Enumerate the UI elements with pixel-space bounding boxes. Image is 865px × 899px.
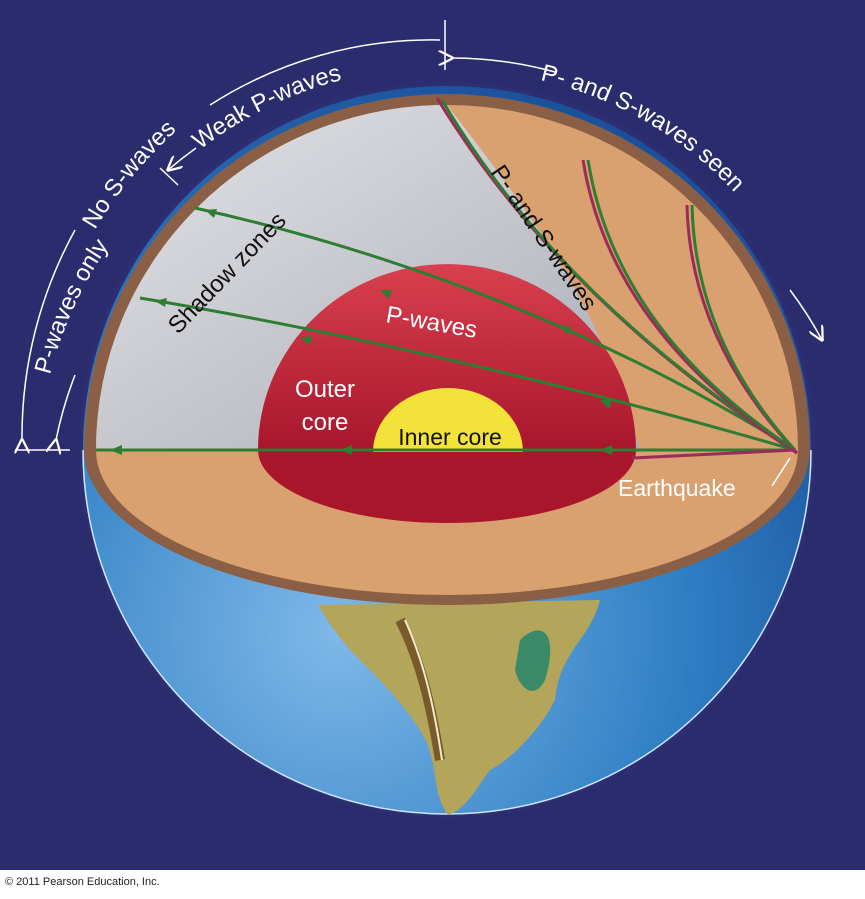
seen-arrow-right	[789, 289, 822, 340]
ray-arrowheads	[110, 209, 612, 455]
p-wave-ray-refracted-2	[194, 206, 796, 452]
label-outer-core-2: core	[302, 409, 349, 436]
outer-core-lower	[258, 450, 636, 523]
no-s-bracket	[22, 229, 76, 440]
s-wave-ray-2	[581, 159, 798, 455]
earth-seismic-diagram: Weak P-waves P- and S-waves seen No S-wa…	[0, 0, 865, 870]
copyright: © 2011 Pearson Education, Inc.	[5, 876, 160, 888]
mountain-snow	[404, 619, 443, 761]
weak-arrow	[168, 147, 197, 170]
p-wave-ray-2	[586, 159, 796, 452]
rainforest	[515, 630, 551, 691]
label-inner-core: Inner core	[398, 424, 502, 450]
mountain-range	[395, 617, 445, 761]
label-outer-core-1: Outer	[295, 376, 355, 403]
inner-core	[373, 388, 523, 452]
globe-rim	[82, 449, 812, 815]
p-only-arrow	[56, 374, 76, 440]
p-wave-ray-1	[440, 99, 796, 452]
label-earthquake: Earthquake	[618, 475, 736, 501]
boundary-tick-mid	[159, 167, 179, 186]
weak-bracket	[209, 39, 441, 106]
p-wave-ray-3	[690, 204, 797, 452]
seen-arrow-left	[452, 58, 556, 73]
outer-core	[258, 264, 636, 450]
s-wave-ray-4	[631, 448, 796, 460]
p-wave-ray-refracted-1	[139, 296, 796, 452]
earthquake-pointer	[771, 457, 791, 487]
